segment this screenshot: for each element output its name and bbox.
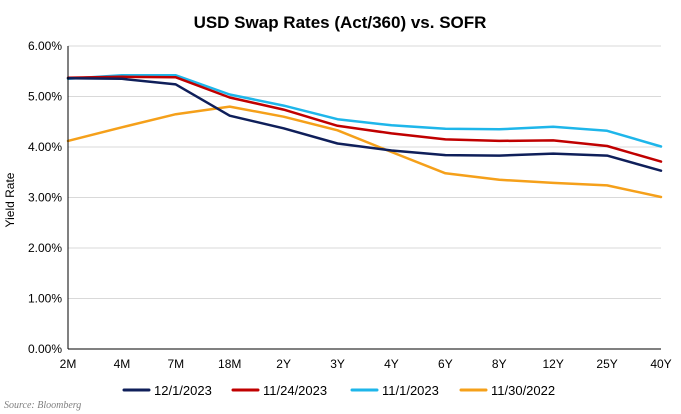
y-tick-label: 5.00% (28, 90, 62, 104)
x-axis-tick-labels: 2M 4M 7M 18M 2Y 3Y 4Y 6Y 8Y 12Y 25Y 40Y (60, 357, 672, 371)
series-line-0 (66, 77, 663, 172)
y-axis-tick-labels: 0.00% 1.00% 2.00% 3.00% 4.00% 5.00% 6.00% (28, 39, 62, 356)
legend: 12/1/2023 11/24/2023 11/1/2023 11/30/2022 (122, 383, 555, 398)
y-tick-label: 3.00% (28, 191, 62, 205)
legend-label: 11/1/2023 (382, 383, 439, 398)
legend-label: 11/24/2023 (263, 383, 327, 398)
series-line-1 (66, 75, 663, 163)
legend-label: 11/30/2022 (491, 383, 555, 398)
y-tick-label: 6.00% (28, 39, 62, 53)
y-tick-label: 4.00% (28, 140, 62, 154)
x-tick-label: 8Y (492, 357, 507, 371)
x-tick-label: 2Y (276, 357, 291, 371)
x-tick-label: 40Y (650, 357, 671, 371)
y-tick-label: 0.00% (28, 342, 62, 356)
series-line-3 (66, 105, 663, 199)
chart-title: USD Swap Rates (Act/360) vs. SOFR (194, 13, 487, 32)
series-lines (66, 74, 663, 199)
axes (67, 46, 661, 350)
grid-lines (68, 45, 661, 299)
x-tick-label: 4M (114, 357, 131, 371)
x-tick-label: 7M (167, 357, 184, 371)
legend-label: 12/1/2023 (154, 383, 212, 398)
source-note: Source: Bloomberg (4, 400, 81, 411)
y-axis-label: Yield Rate (3, 172, 17, 227)
x-tick-label: 3Y (330, 357, 345, 371)
x-tick-label: 4Y (384, 357, 399, 371)
series-line-2 (66, 74, 663, 148)
x-tick-label: 6Y (438, 357, 453, 371)
x-tick-label: 12Y (543, 357, 564, 371)
y-tick-label: 1.00% (28, 292, 62, 306)
y-tick-label: 2.00% (28, 241, 62, 255)
x-tick-label: 25Y (596, 357, 617, 371)
x-tick-label: 2M (60, 357, 77, 371)
x-tick-label: 18M (218, 357, 241, 371)
